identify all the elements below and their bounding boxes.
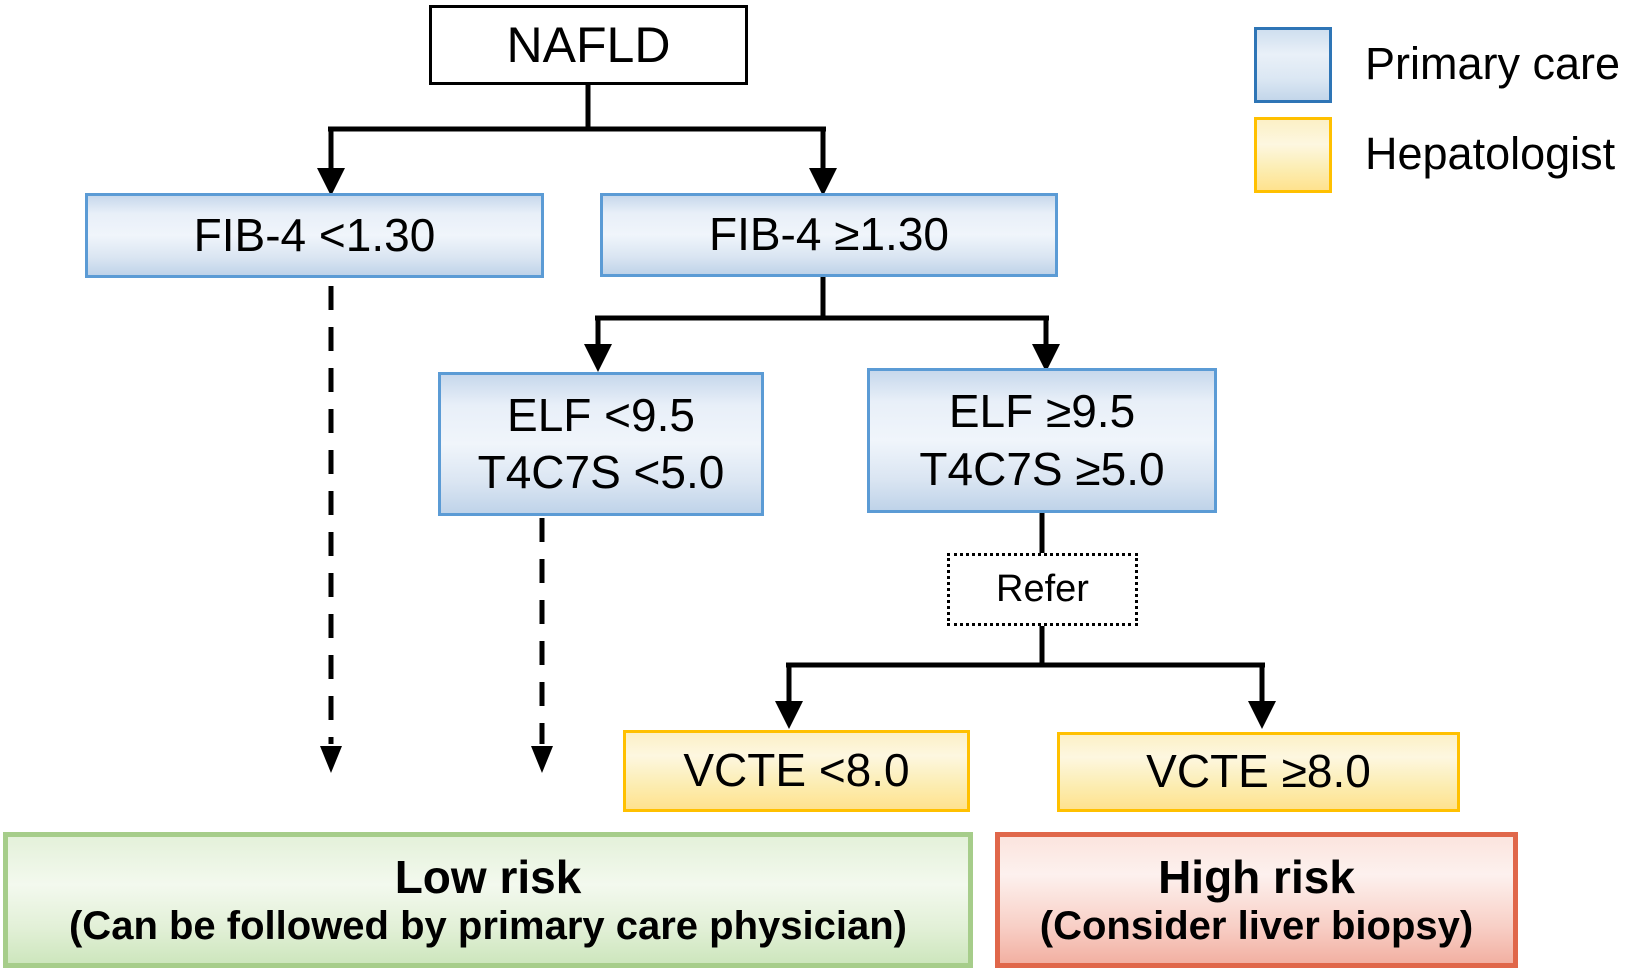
node-vcte-high: VCTE ≥8.0 bbox=[1057, 732, 1460, 812]
edge-refer-to-vcte bbox=[775, 626, 1276, 729]
legend-primary-care-swatch bbox=[1254, 27, 1332, 103]
node-nafld-label: NAFLD bbox=[506, 17, 671, 73]
node-fib4-low: FIB-4 <1.30 bbox=[85, 193, 544, 278]
edge-elflow-to-lowrisk-dashed bbox=[531, 518, 553, 773]
node-high-risk: High risk (Consider liver biopsy) bbox=[995, 832, 1518, 968]
node-low-risk: Low risk (Can be followed by primary car… bbox=[3, 832, 973, 968]
node-elf-low-line2: T4C7S <5.0 bbox=[477, 446, 725, 498]
node-fib4-low-label: FIB-4 <1.30 bbox=[193, 208, 436, 261]
node-elf-low-line1: ELF <9.5 bbox=[507, 388, 695, 441]
node-vcte-low-label: VCTE <8.0 bbox=[683, 744, 910, 797]
node-elf-low: ELF <9.5 T4C7S <5.0 bbox=[438, 372, 764, 516]
node-vcte-high-label: VCTE ≥8.0 bbox=[1146, 745, 1371, 798]
high-risk-title: High risk bbox=[1158, 850, 1355, 903]
legend-hepatologist-swatch bbox=[1254, 117, 1332, 193]
low-risk-subtitle: (Can be followed by primary care physici… bbox=[68, 904, 907, 949]
low-risk-title: Low risk bbox=[394, 850, 582, 903]
node-refer: Refer bbox=[947, 553, 1138, 626]
node-elf-high-line1: ELF ≥9.5 bbox=[948, 385, 1136, 437]
legend-primary-care-label: Primary care bbox=[1365, 38, 1621, 89]
node-nafld: NAFLD bbox=[429, 5, 748, 85]
high-risk-subtitle: (Consider liver biopsy) bbox=[1039, 904, 1474, 949]
edge-nafld-to-fib4 bbox=[317, 85, 837, 196]
node-elf-high: ELF ≥9.5 T4C7S ≥5.0 bbox=[867, 368, 1217, 513]
edge-fib4low-to-lowrisk-dashed bbox=[320, 286, 342, 773]
node-elf-high-line2: T4C7S ≥5.0 bbox=[919, 442, 1165, 495]
node-fib4-high-label: FIB-4 ≥1.30 bbox=[708, 208, 950, 261]
node-vcte-low: VCTE <8.0 bbox=[623, 730, 970, 812]
edge-fib4high-to-elf bbox=[584, 276, 1060, 372]
legend-hepatologist-label: Hepatologist bbox=[1365, 128, 1616, 179]
node-fib4-high: FIB-4 ≥1.30 bbox=[600, 193, 1058, 277]
node-refer-label: Refer bbox=[996, 568, 1089, 611]
